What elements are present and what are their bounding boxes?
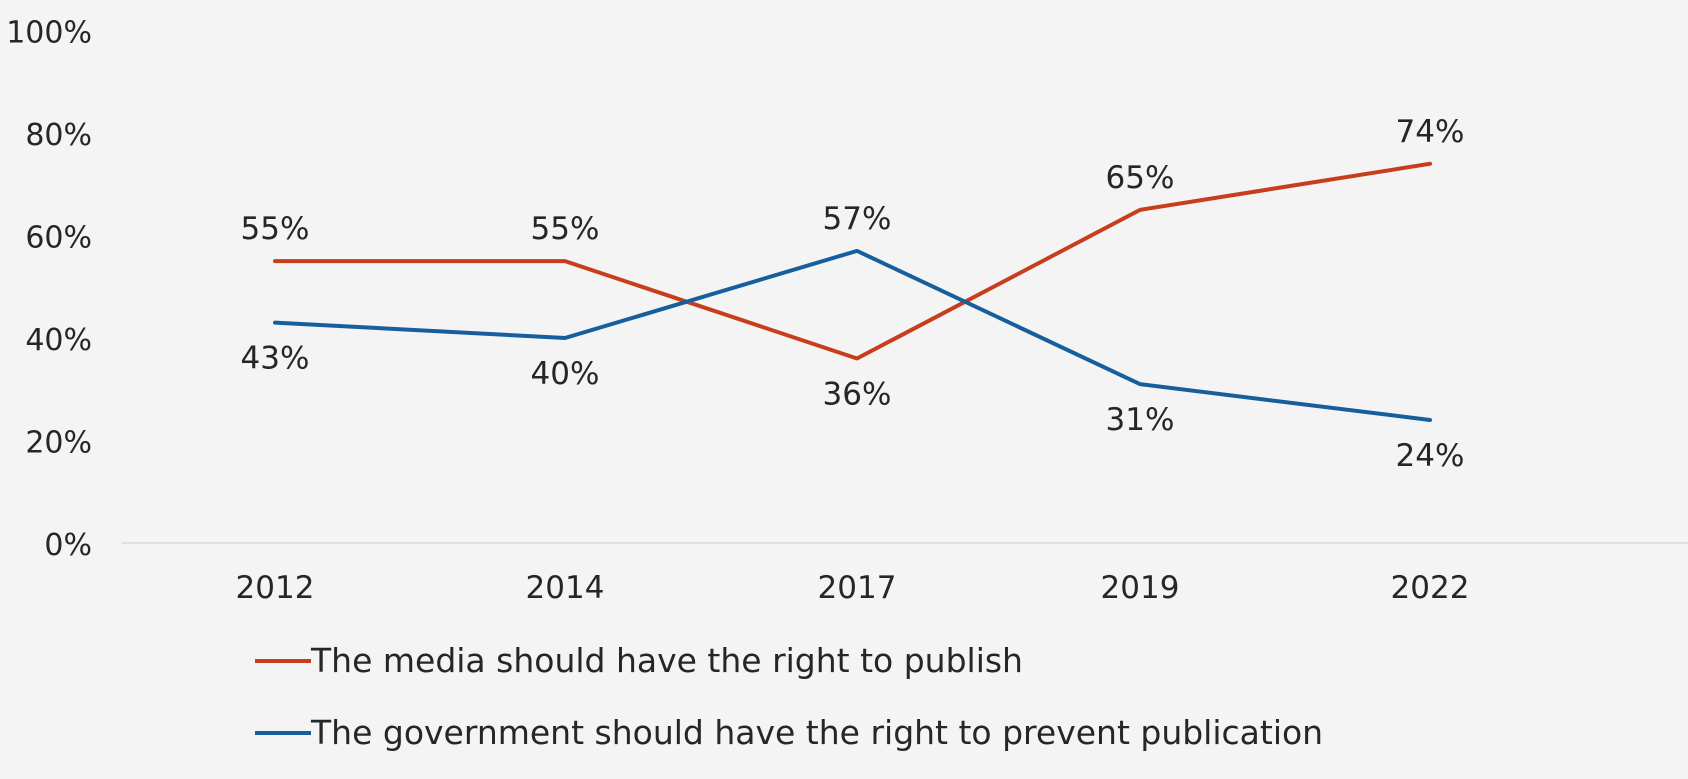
data-label: 74% (1396, 114, 1465, 150)
x-tick-label: 2012 (236, 570, 315, 606)
data-label: 36% (823, 377, 892, 413)
data-label: 55% (531, 211, 600, 247)
data-label: 31% (1106, 402, 1175, 438)
y-tick-label: 60% (25, 221, 92, 256)
data-label: 24% (1396, 438, 1465, 474)
legend-item-media: The media should have the right to publi… (255, 641, 1023, 680)
y-tick-label: 80% (25, 118, 92, 153)
legend-label-media: The media should have the right to publi… (311, 641, 1023, 680)
data-label: 40% (531, 356, 600, 392)
x-tick-label: 2019 (1101, 570, 1180, 606)
data-label: 65% (1106, 160, 1175, 196)
data-label: 57% (823, 201, 892, 237)
series-line-1 (273, 248, 1432, 422)
legend-label-government: The government should have the right to … (311, 713, 1324, 752)
y-tick-label: 0% (44, 528, 92, 563)
legend-swatch-media (255, 658, 311, 663)
x-tick-label: 2022 (1391, 570, 1470, 606)
x-tick-label: 2017 (818, 570, 897, 606)
x-tick-label: 2014 (526, 570, 605, 606)
data-label: 43% (241, 341, 310, 377)
legend-swatch-government (255, 730, 311, 735)
y-tick-label: 40% (25, 323, 92, 358)
data-label: 55% (241, 211, 310, 247)
legend-item-government: The government should have the right to … (255, 713, 1323, 752)
series-line-0 (273, 161, 1432, 361)
y-tick-label: 100% (6, 16, 92, 51)
y-tick-label: 20% (25, 426, 92, 461)
